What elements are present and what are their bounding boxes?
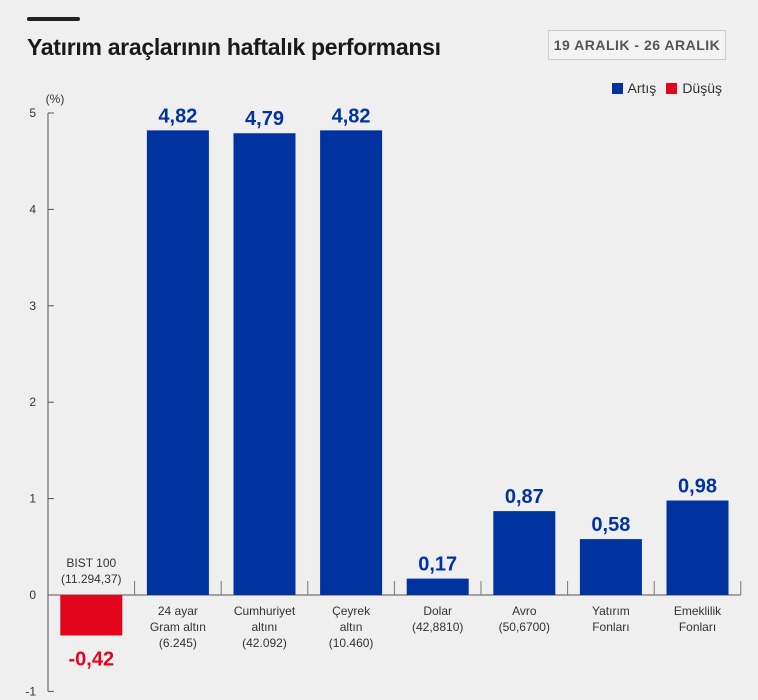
value-label: 0,98 [678,476,717,498]
bar [579,539,642,595]
category-label: (42.092) [242,636,287,650]
category-label: Çeyrek [332,604,371,618]
legend-item-up: Artış [611,80,657,96]
y-tick-label: 3 [29,299,36,313]
bar [406,578,469,595]
legend-swatch-down [666,83,678,94]
category-label: (42,8810) [412,620,463,634]
y-tick-label: 2 [29,395,36,409]
bar [146,130,209,596]
y-tick-label: 0 [29,588,36,602]
y-tick-label: 1 [29,492,36,506]
value-label: 0,58 [591,514,630,536]
date-range-badge: 19 ARALIK - 26 ARALIK [548,30,726,60]
category-label: Fonları [592,620,629,634]
bar [666,500,729,595]
legend-item-down: Düşüş [666,80,722,96]
y-tick-label: 5 [29,106,36,120]
category-label: Yatırım [592,604,630,618]
legend: Artış Düşüş [611,80,722,96]
category-label: (11.294,37) [61,572,122,586]
category-label: Fonları [679,620,716,634]
category-label: BIST 100 [66,556,116,570]
y-axis-unit: (%) [46,92,65,106]
category-label: (50,6700) [499,620,550,634]
value-label: 0,87 [505,486,544,508]
category-label: 24 ayar [158,604,198,618]
value-label: -0,42 [69,648,115,670]
category-label: Cumhuriyet [234,604,296,618]
category-label: Avro [512,604,537,618]
header-rule [27,17,80,21]
category-label: altını [251,620,277,634]
category-label: Gram altın [150,620,206,634]
category-label: (6.245) [159,636,197,650]
chart-title: Yatırım araçlarının haftalık performansı [27,34,441,60]
value-label: 4,79 [245,108,284,130]
legend-label-down: Düşüş [682,80,722,96]
value-label: 0,17 [418,554,457,576]
category-label: Emeklilik [674,604,722,618]
category-label: altın [340,620,363,634]
y-tick-label: -1 [25,684,36,698]
bar [493,511,556,595]
bar [233,133,296,595]
bar [60,595,123,636]
bar [320,130,383,596]
value-label: 4,82 [332,105,371,127]
y-tick-label: 4 [29,202,36,216]
legend-swatch-up [611,83,623,94]
value-label: 4,82 [158,105,197,127]
category-label: (10.460) [329,636,374,650]
category-label: Dolar [423,604,452,618]
legend-label-up: Artış [627,80,657,96]
